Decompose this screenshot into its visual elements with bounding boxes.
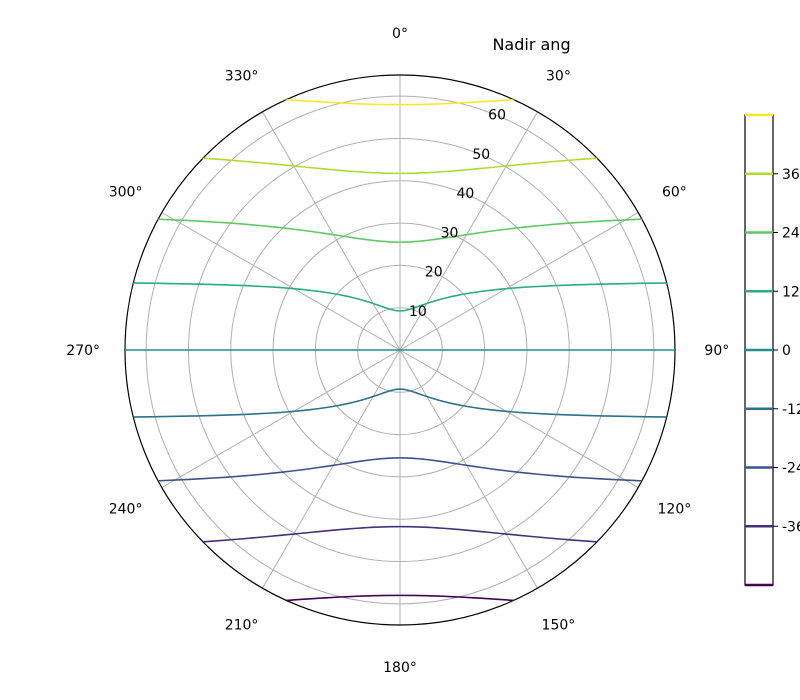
angle-tick-label: 120° [658,501,692,517]
colorbar-tick-label: 36 [782,167,800,183]
radial-tick-label: 50 [472,147,490,163]
colorbar-tick-label: -36 [782,519,800,535]
polar-chart: 0° 30° 60° 90° 120° 150° 180° 210° 240° 270° 300° 3… [0,0,800,700]
grid-spoke [162,213,400,351]
chart-title: Nadir ang [492,35,570,54]
grid-spoke [263,350,401,588]
grid-spoke [400,213,638,351]
colorbar-tick-label: 12 [782,284,800,300]
angle-tick-label: 60° [662,185,687,201]
grid-spoke [400,350,638,488]
angle-tick-label: 300° [109,185,143,201]
angle-tick-label: 210° [225,617,259,633]
grid-spoke [162,350,400,488]
colorbar-tick-label: 24 [782,226,800,242]
radial-tick-label: 30 [441,225,459,241]
angle-tick-label: 330° [225,69,259,85]
grid-spoke [400,350,538,588]
radial-tick-label: 60 [488,108,506,124]
angle-tick-label: 30° [546,69,571,85]
angle-tick-label: 0° [392,26,408,42]
radial-tick-label: 20 [425,265,443,281]
chart-root: 0° 30° 60° 90° 120° 150° 180° 210° 240° 270° 300° 3… [0,0,800,700]
colorbar-tick-label: -12 [782,402,800,418]
angle-tick-label: 180° [383,660,417,676]
radial-tick-label: 40 [456,186,474,202]
grid-spoke [263,112,401,350]
colorbar-tick-label: 0 [782,343,791,359]
colorbar-tick-label: -24 [782,461,800,477]
radial-tick-label: 10 [409,304,427,320]
angle-tick-label: 90° [704,343,729,359]
angle-tick-label: 150° [542,617,576,633]
angle-tick-label: 270° [66,343,100,359]
angle-tick-label: 240° [109,501,143,517]
